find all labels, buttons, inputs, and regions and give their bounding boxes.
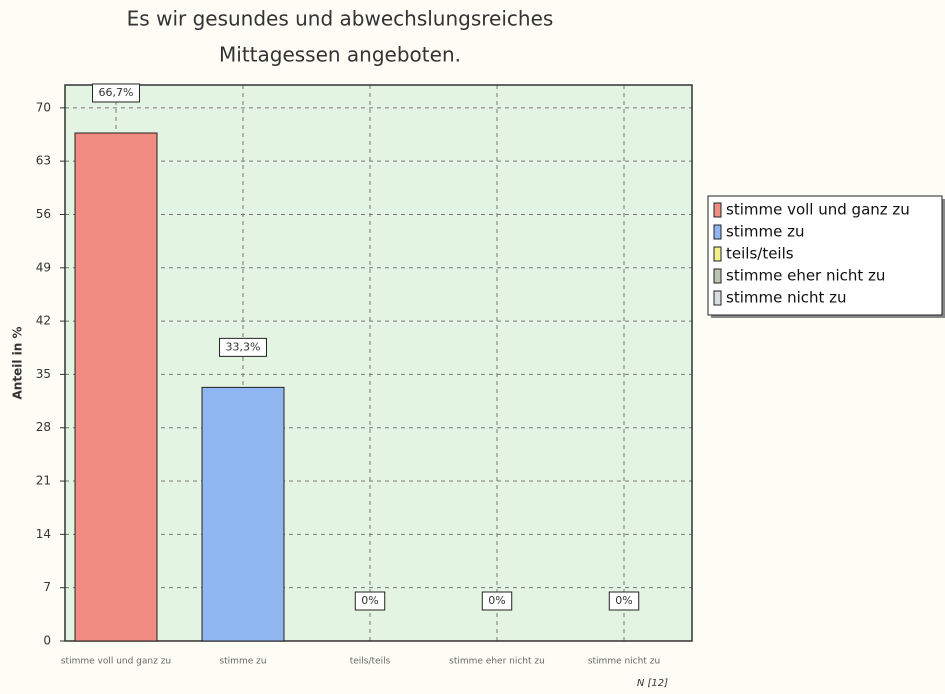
y-tick-label: 42 [36,314,51,328]
y-axis-label: Anteil in % [11,327,25,400]
value-label: 0% [488,594,505,607]
y-tick-label: 49 [36,260,51,274]
y-tick-label: 0 [43,634,51,648]
x-tick-label: teils/teils [350,657,391,667]
legend-label: stimme zu [726,223,804,241]
y-tick-label: 56 [36,207,51,221]
value-label: 0% [615,594,632,607]
plot-area [65,85,692,641]
legend-label: stimme voll und ganz zu [726,201,910,219]
x-tick-label: stimme eher nicht zu [449,657,545,667]
y-tick-label: 7 [43,580,51,594]
legend-label: stimme nicht zu [726,289,847,307]
y-tick-label: 14 [36,527,51,541]
legend [707,195,943,316]
y-tick-label: 70 [36,100,51,114]
x-tick-label: stimme voll und ganz zu [61,657,171,667]
value-label-box [354,591,386,611]
legend-swatch [713,224,722,240]
value-label-box [481,591,513,611]
value-label: 66,7% [99,86,134,99]
value-label-box [608,591,640,611]
y-tick-label: 28 [36,420,51,434]
plot-frame [64,84,693,642]
y-tick-label: 35 [36,367,51,381]
chart-title: Es wir gesundes und abwechslungsreiches [127,7,554,31]
bar [74,132,158,642]
bar [201,386,285,642]
value-label: 0% [361,594,378,607]
legend-swatch [713,246,722,262]
legend-swatch [713,290,722,306]
x-tick-label: stimme zu [219,657,266,667]
value-label-box [92,83,140,103]
legend-swatch [713,268,722,284]
value-label-box [219,337,267,357]
x-tick-label: stimme nicht zu [588,657,660,667]
value-label: 33,3% [226,340,261,353]
legend-label: teils/teils [726,245,794,263]
legend-label: stimme eher nicht zu [726,267,885,285]
chart-title: Mittagessen angeboten. [219,43,461,67]
note: N [12] [637,678,668,689]
legend-swatch [713,202,722,218]
y-tick-label: 21 [36,474,51,488]
y-tick-label: 63 [36,154,51,168]
